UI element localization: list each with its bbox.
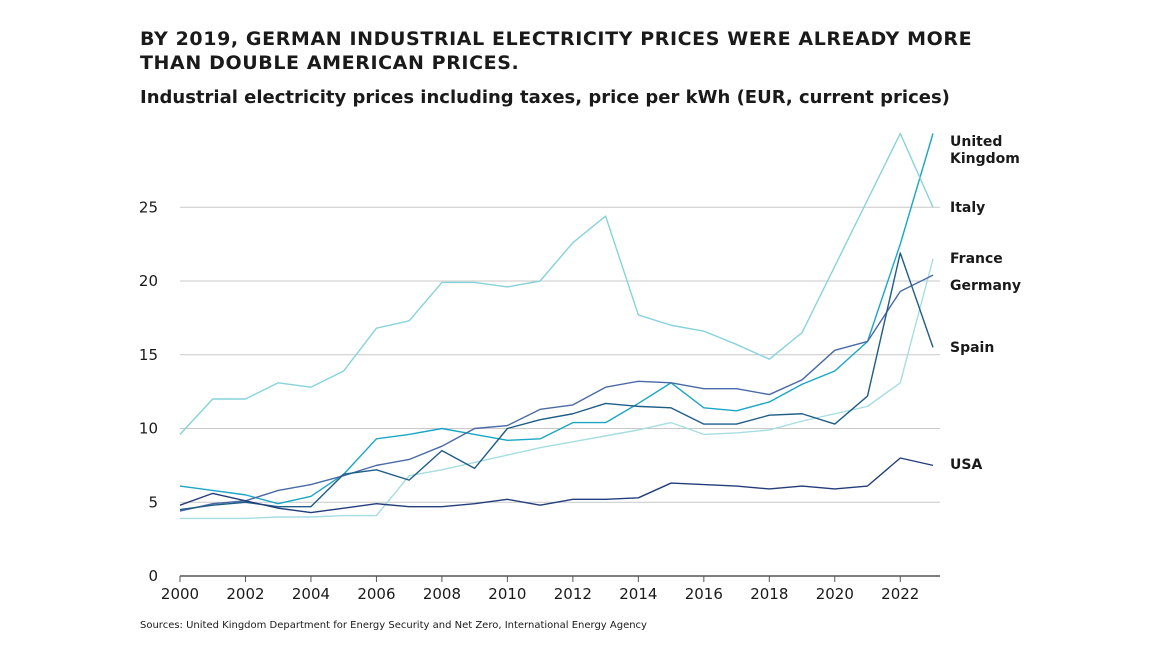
- y-tick-label-25: 25: [139, 198, 158, 216]
- series-line-united-kingdom: [179, 133, 934, 505]
- gridlines: [180, 206, 940, 503]
- series-line-usa: [179, 457, 934, 514]
- series-label-italy: Italy: [950, 200, 985, 216]
- x-tick-label-2002: 2002: [226, 585, 264, 603]
- x-tick-label-2016: 2016: [685, 585, 723, 603]
- x-axis-ticks: 2000 2002 2004 2006 2008 2010 2012 2014 2016 2018…: [161, 576, 919, 603]
- y-tick-label-20: 20: [139, 272, 158, 290]
- y-tick-label-10: 10: [139, 420, 158, 438]
- x-tick-label-2010: 2010: [488, 585, 526, 603]
- x-tick-label-2018: 2018: [750, 585, 788, 603]
- x-tick-label-2012: 2012: [554, 585, 592, 603]
- x-tick-label-2020: 2020: [816, 585, 854, 603]
- series-label-germany: Germany: [950, 278, 1021, 294]
- x-tick-label-2022: 2022: [881, 585, 919, 603]
- x-tick-label-2008: 2008: [423, 585, 461, 603]
- series-label-usa: USA: [950, 457, 982, 473]
- series-line-france: [180, 258, 934, 520]
- series-labels: United Kingdom Italy France Germany Spain USA: [950, 134, 1021, 473]
- series-line-spain: [179, 252, 934, 511]
- x-tick-label-2014: 2014: [619, 585, 657, 603]
- series-line-germany: [179, 274, 934, 512]
- x-tick-label-2004: 2004: [292, 585, 330, 603]
- y-axis-ticks: 0 5 10 15 20 25: [139, 198, 158, 585]
- series-lines: [179, 132, 934, 520]
- series-label-united-kingdom: United Kingdom: [950, 134, 1020, 167]
- series-label-france: France: [950, 251, 1003, 267]
- source-note: Sources: United Kingdom Department for E…: [140, 620, 647, 631]
- x-tick-label-2000: 2000: [161, 585, 199, 603]
- chart-subtitle: Industrial electricity prices including …: [140, 87, 950, 108]
- series-line-italy: [179, 132, 934, 435]
- y-tick-label-15: 15: [139, 346, 158, 364]
- x-tick-label-2006: 2006: [357, 585, 395, 603]
- chart-title: BY 2019, GERMAN INDUSTRIAL ELECTRICITY P…: [140, 28, 973, 74]
- y-tick-label-0: 0: [148, 567, 158, 585]
- y-tick-label-5: 5: [148, 493, 158, 511]
- series-label-spain: Spain: [950, 340, 994, 356]
